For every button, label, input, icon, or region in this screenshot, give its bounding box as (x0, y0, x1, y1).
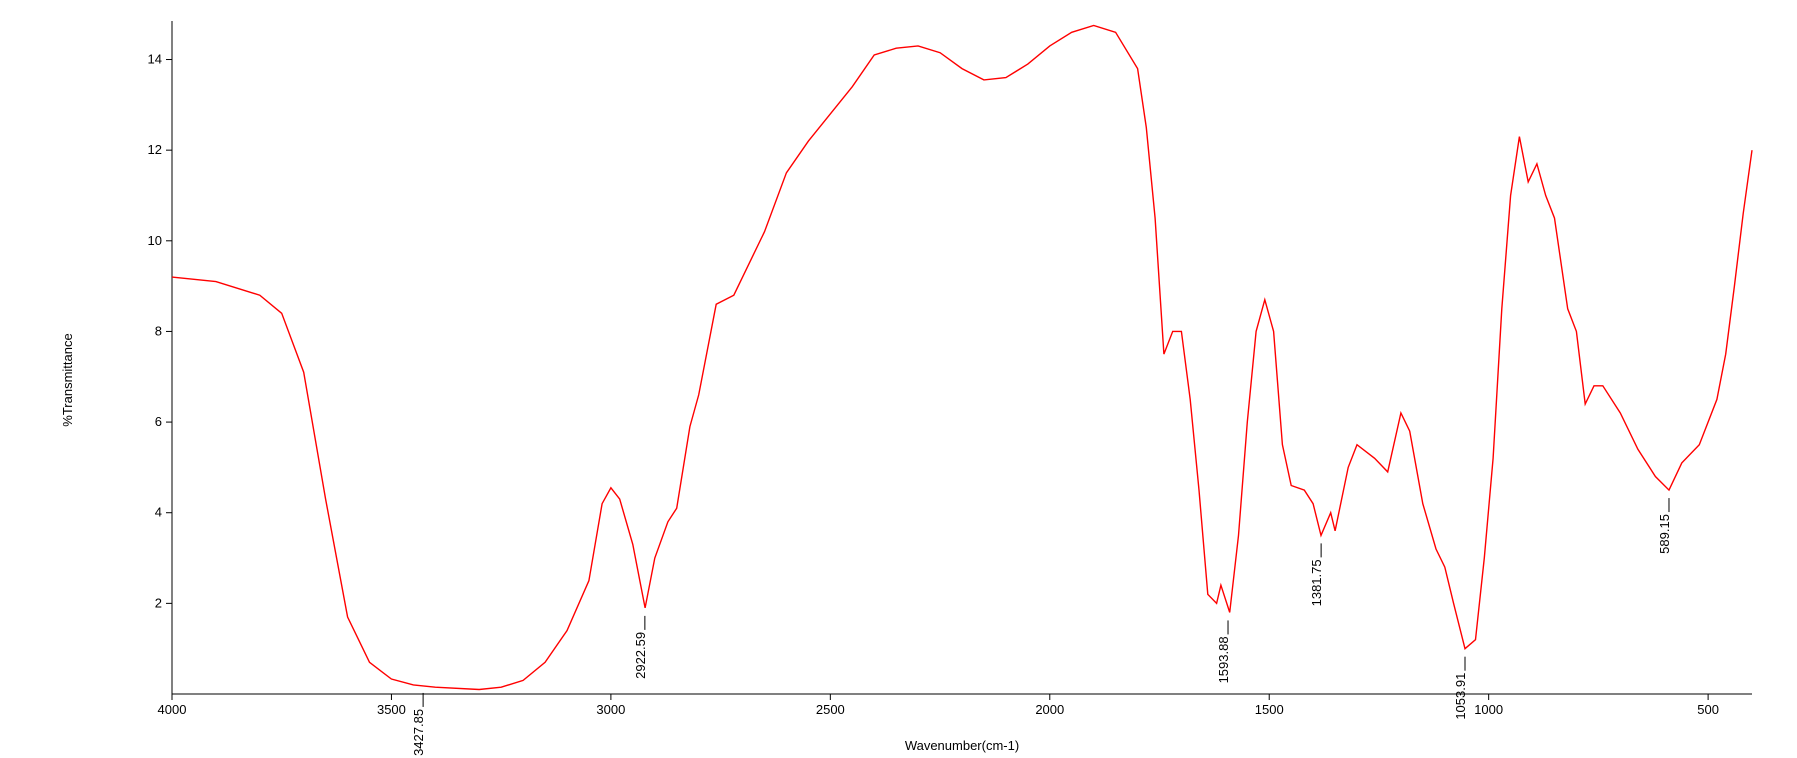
x-tick-label: 500 (1697, 702, 1719, 717)
x-tick-label: 2500 (816, 702, 845, 717)
x-axis-label: Wavenumber(cm-1) (905, 738, 1019, 753)
x-tick-label: 3000 (596, 702, 625, 717)
y-tick-label: 2 (155, 595, 162, 610)
y-tick-label: 6 (155, 414, 162, 429)
x-tick-label: 2000 (1035, 702, 1064, 717)
x-tick-label: 1500 (1255, 702, 1284, 717)
x-tick-label: 1000 (1474, 702, 1503, 717)
x-tick-label: 3500 (377, 702, 406, 717)
peak-label: 589.15 (1657, 514, 1672, 554)
y-tick-label: 12 (148, 142, 162, 157)
peak-label: 3427.85 (411, 709, 426, 756)
y-axis-label: %Transmittance (60, 333, 75, 426)
spectrum-line (171, 24, 1753, 691)
y-tick-label: 4 (155, 505, 162, 520)
peak-label: 1381.75 (1309, 559, 1324, 606)
y-tick-label: 10 (148, 233, 162, 248)
peak-label: 2922.59 (633, 632, 648, 679)
x-tick-label: 4000 (158, 702, 187, 717)
y-tick-label: 14 (148, 52, 162, 67)
peak-label: 1593.88 (1216, 636, 1231, 683)
y-tick-label: 8 (155, 323, 162, 338)
peak-label: 1053.91 (1453, 673, 1468, 720)
